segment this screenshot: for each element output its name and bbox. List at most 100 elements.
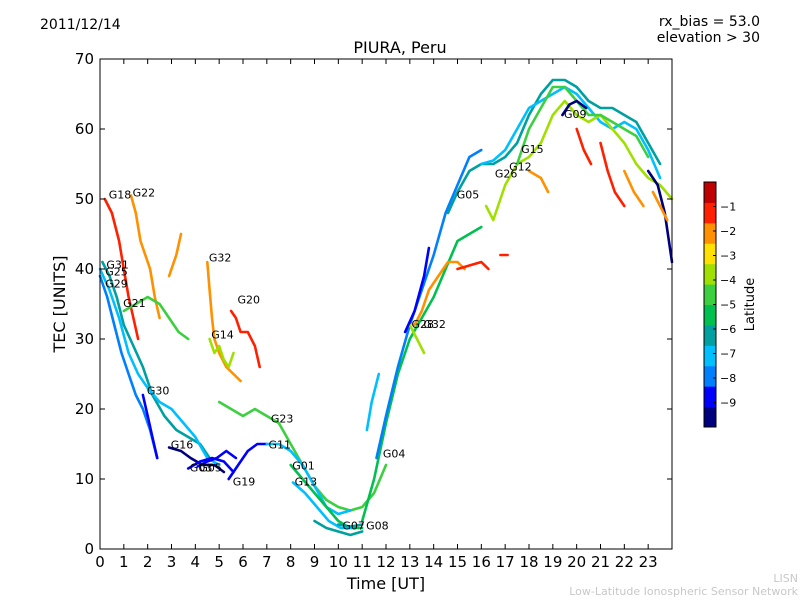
series-line-g19	[227, 442, 269, 481]
series-line-g26	[480, 85, 662, 180]
series-line-gg1	[313, 519, 364, 537]
series-label-g31: G31	[106, 259, 129, 272]
colorbar-segment	[704, 324, 716, 346]
colorbar-segment	[704, 304, 716, 326]
series-line-gc1	[365, 372, 381, 432]
x-tick-label: 15	[448, 553, 467, 571]
series-label-g08: G08	[366, 520, 389, 533]
series-line-g21	[122, 295, 190, 341]
footer-credit: LISN Low-Latitude Ionospheric Sensor Net…	[569, 572, 798, 598]
series-line-gb1	[646, 169, 674, 264]
colorbar-label: Latitude	[743, 278, 758, 332]
y-tick-label: 20	[75, 400, 94, 418]
colorbar-segment	[704, 263, 716, 285]
chart-title: PIURA, Peru	[353, 38, 447, 57]
series-label-g25: G25	[105, 266, 128, 279]
x-tick-label: 6	[238, 553, 248, 571]
series-line-gr5	[651, 190, 669, 222]
series-line-gb2	[403, 246, 431, 334]
colorbar-segment	[704, 222, 716, 244]
colorbar-tick-label: −7	[720, 348, 736, 361]
series-label-g05: G05	[199, 462, 222, 475]
plot-frame	[99, 58, 673, 550]
y-tick-label: 50	[75, 190, 94, 208]
colorbar-tick-label: −3	[720, 250, 736, 263]
colorbar-tick-label: −2	[720, 225, 736, 238]
series-label-g12: G12	[509, 161, 532, 174]
series-label-g28: G28	[411, 318, 434, 331]
series-line-gr2	[575, 127, 593, 166]
y-tick-label: 40	[75, 260, 94, 278]
colorbar-segment	[704, 284, 716, 305]
series-label-g30: G30	[147, 385, 170, 398]
series-line-g08	[360, 225, 483, 523]
series-line-gr3	[599, 141, 626, 208]
series-label-g01: G01	[292, 459, 315, 472]
x-tick-label: 9	[310, 553, 320, 571]
series-label-g05b: G05	[457, 189, 480, 202]
x-tick-label: 7	[262, 553, 272, 571]
x-axis-label: Time [UT]	[346, 574, 425, 593]
series-label-g03: G03	[190, 462, 213, 475]
series-line-gr6	[456, 260, 490, 271]
series-line-g15	[515, 85, 650, 166]
x-tick-label: 5	[214, 553, 224, 571]
y-tick-label: 0	[84, 540, 94, 558]
x-tick-label: 14	[424, 553, 443, 571]
x-tick-label: 2	[143, 553, 153, 571]
x-tick-label: 1	[119, 553, 129, 571]
series-label-g29: G29	[105, 277, 128, 290]
series-label-g19: G19	[233, 476, 256, 489]
colorbar-segment	[704, 365, 716, 387]
series-line-g05b	[446, 78, 662, 215]
series-label-g16: G16	[171, 438, 194, 451]
elevation-label: elevation > 30	[656, 30, 760, 46]
colorbar-tick-label: −9	[720, 397, 736, 410]
series-label-g07: G07	[342, 520, 365, 533]
y-axis-label: TEC [UNITS]	[50, 256, 69, 354]
series-label-g26: G26	[495, 168, 518, 181]
series-line-g28	[408, 323, 426, 355]
series-label-g23: G23	[271, 413, 294, 426]
series-line-g13	[291, 481, 354, 530]
series-line-g05	[196, 449, 238, 468]
series-label-g13: G13	[295, 476, 318, 489]
y-axis: 0 10 20 30 40 50 60 70	[75, 50, 672, 558]
series-line-g25	[98, 267, 221, 467]
series-label-g32b: G32	[423, 318, 446, 331]
y-tick-label: 70	[75, 50, 94, 68]
x-tick-label: 8	[286, 553, 296, 571]
colorbar-segment	[704, 182, 716, 203]
series-label-g14: G14	[211, 329, 234, 342]
series-line-g29	[98, 274, 159, 460]
series-line-g32b	[413, 260, 466, 327]
x-axis: 0 1 2 3 4 5 6 7 8 9 10 11 12 13 14 15 16 17 18 19 20 21 22 23	[95, 59, 658, 571]
series-line-g07	[337, 523, 364, 528]
y-tick-label: 10	[75, 470, 94, 488]
x-tick-label: 21	[591, 553, 610, 571]
colorbar: −9 −8 −7 −6 −5 −4 −3 −2 −1	[703, 181, 736, 428]
series-line-g31	[101, 260, 211, 460]
footer-network: Low-Latitude Ionospheric Sensor Network	[569, 585, 798, 598]
series-label-g11: G11	[268, 438, 291, 451]
series-label-g18: G18	[109, 189, 132, 202]
x-tick-label: 19	[543, 553, 562, 571]
colorbar-tick-label: −6	[720, 323, 736, 336]
colorbar-tick-label: −4	[720, 274, 736, 287]
series-line-g12	[484, 99, 674, 222]
series-label-g09: G09	[564, 108, 587, 121]
x-tick-label: 16	[472, 553, 491, 571]
colorbar-segment	[704, 243, 716, 265]
x-tick-label: 20	[567, 553, 586, 571]
series-line-gr4	[623, 169, 645, 208]
series-line-g22	[129, 194, 161, 320]
series-line-g16	[167, 446, 226, 474]
series-label-g22: G22	[133, 186, 156, 199]
series-label-g21: G21	[123, 297, 146, 310]
series-line-g14	[208, 337, 235, 369]
colorbar-tick-label: −5	[720, 299, 736, 312]
y-tick-label: 60	[75, 120, 94, 138]
series-labels: G18 G22G31G25G29G21G30G16G03G05G32G14G20G…	[105, 108, 586, 533]
colorbar-tick-label: −8	[720, 372, 736, 385]
